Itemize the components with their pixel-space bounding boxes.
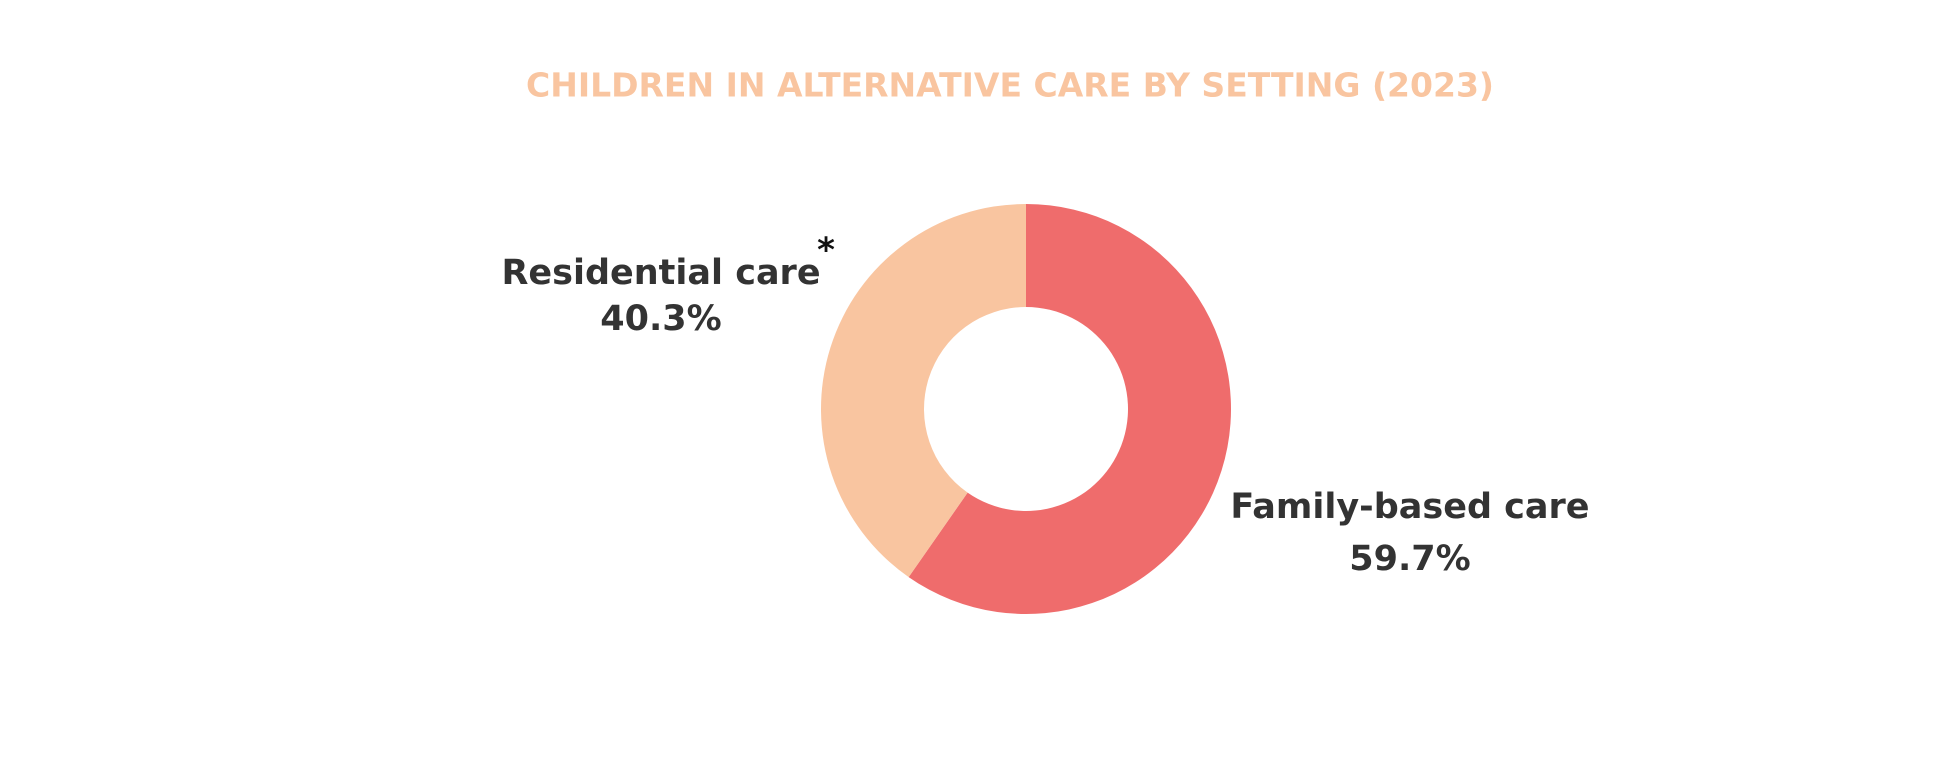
donut-segment	[908, 204, 1231, 614]
segment-value-label: 40.3%	[600, 299, 721, 339]
chart-title: CHILDREN IN ALTERNATIVE CARE BY SETTING …	[526, 66, 1494, 105]
segment-label: Residential care	[501, 253, 820, 293]
segment-value-label: 59.7%	[1349, 539, 1470, 579]
annotation-marker: *	[817, 231, 835, 271]
segment-label: Family-based care	[1230, 487, 1589, 527]
donut-segment	[821, 204, 1026, 578]
